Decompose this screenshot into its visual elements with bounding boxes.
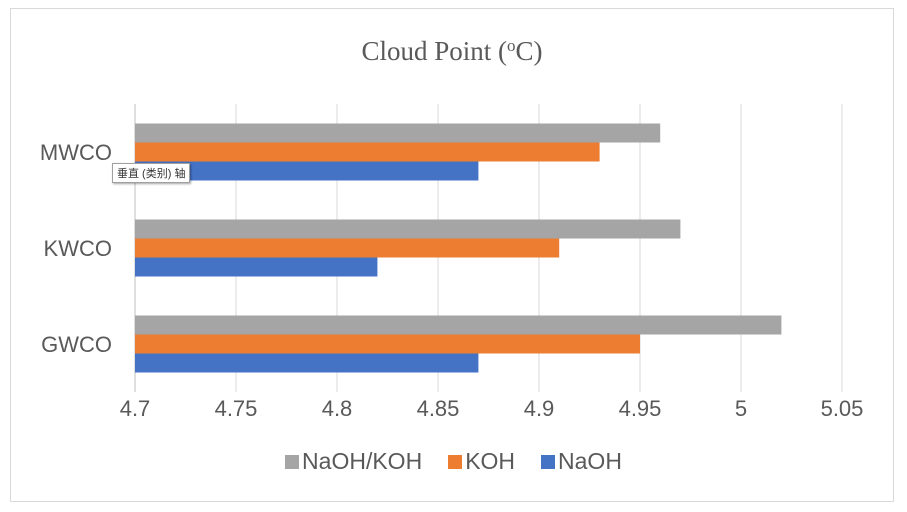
category-label: MWCO <box>40 140 112 165</box>
bar <box>135 334 640 354</box>
bar <box>135 219 681 239</box>
x-tick-label: 4.85 <box>417 396 460 421</box>
axis-tooltip: 垂直 (类别) 轴 <box>112 163 191 183</box>
x-tick-label: 4.8 <box>322 396 353 421</box>
category-label: GWCO <box>41 332 112 357</box>
chart-title: Cloud Point (oC) <box>361 36 542 66</box>
legend-label: NaOH <box>558 448 622 474</box>
bar <box>135 238 560 258</box>
legend-item: NaOH <box>541 448 622 475</box>
x-tick-label: 5.05 <box>821 396 864 421</box>
category-label: KWCO <box>44 236 112 261</box>
x-tick-label: 4.95 <box>619 396 662 421</box>
bar <box>135 142 600 162</box>
bar <box>135 161 479 181</box>
x-tick-label: 4.7 <box>120 396 151 421</box>
x-tick-label: 5 <box>735 396 747 421</box>
bar <box>135 257 378 277</box>
legend-swatch <box>448 454 463 469</box>
x-tick-label: 4.9 <box>524 396 555 421</box>
x-tick-label: 4.75 <box>215 396 258 421</box>
legend-label: NaOH/KOH <box>302 448 423 474</box>
bar <box>135 123 661 143</box>
legend-swatch <box>285 454 300 469</box>
legend-item: NaOH/KOH <box>285 448 422 475</box>
legend-swatch <box>541 454 556 469</box>
bar <box>135 353 479 373</box>
legend-label: KOH <box>465 448 516 474</box>
legend-item: KOH <box>448 448 515 475</box>
chart-legend: NaOH/KOH KOH NaOH <box>0 448 907 475</box>
bar <box>135 315 782 335</box>
